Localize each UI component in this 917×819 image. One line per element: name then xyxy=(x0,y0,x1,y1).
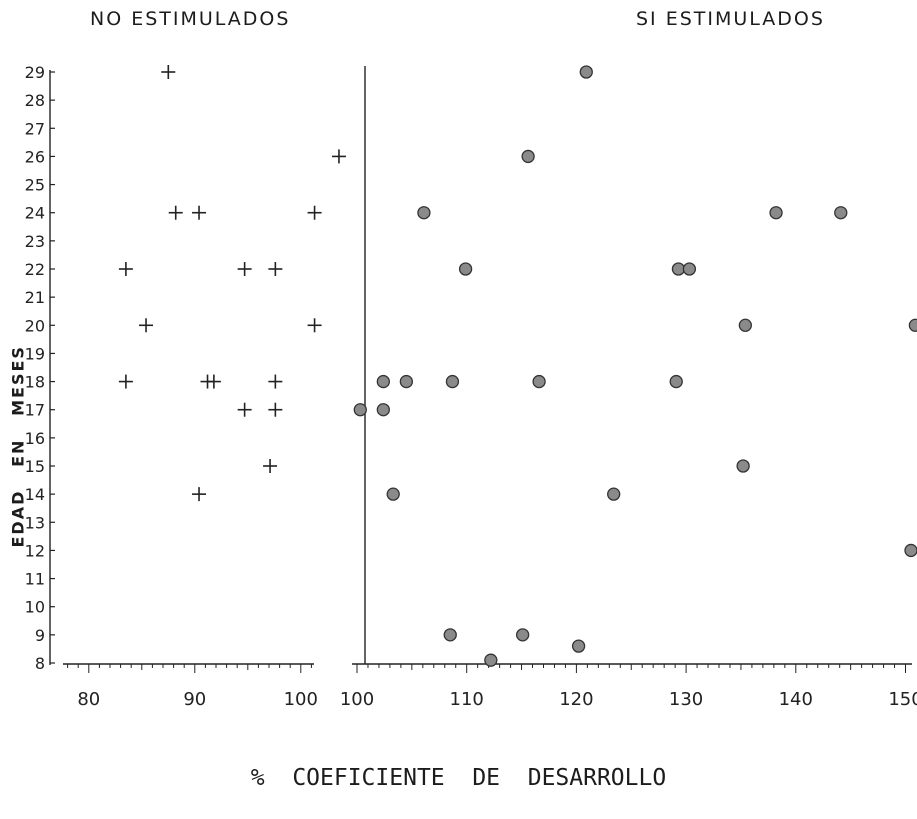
y-tick-label: 23 xyxy=(25,232,45,251)
y-tick-label: 28 xyxy=(25,91,45,110)
x-tick-label-right: 150 xyxy=(888,689,917,710)
x-tick-label-right: 110 xyxy=(450,689,484,710)
data-point-dot xyxy=(376,374,390,389)
data-point-plus xyxy=(206,374,221,389)
y-tick-label: 20 xyxy=(25,316,45,335)
data-point-dot xyxy=(738,318,752,332)
data-point-dot xyxy=(484,653,498,667)
y-tick-label: 9 xyxy=(35,626,45,645)
data-point-plus xyxy=(192,205,207,220)
data-point-plus xyxy=(139,318,154,333)
y-tick-label: 17 xyxy=(25,401,45,420)
data-point-dot xyxy=(376,403,390,417)
data-point-plus xyxy=(118,262,133,276)
y-tick-label: 15 xyxy=(25,457,45,476)
y-tick-label: 16 xyxy=(25,429,45,448)
x-tick-label-right: 120 xyxy=(559,689,593,710)
data-point-plus xyxy=(237,262,252,276)
data-point-dot xyxy=(532,374,546,389)
title-si-estimulados: SI ESTIMULADOS xyxy=(636,8,825,30)
y-tick-label: 8 xyxy=(35,654,45,673)
x-tick-label-right: 100 xyxy=(340,689,374,710)
data-point-dot xyxy=(386,487,400,501)
data-point-plus xyxy=(237,402,252,417)
data-point-dot xyxy=(579,65,593,79)
data-point-dot xyxy=(445,374,460,389)
y-tick-label: 14 xyxy=(25,485,45,504)
y-tick-label: 22 xyxy=(25,260,45,279)
data-point-dot xyxy=(458,262,473,276)
data-point-dot xyxy=(399,374,414,389)
data-point-dot xyxy=(607,487,621,501)
data-point-plus xyxy=(168,205,183,220)
data-point-dot xyxy=(904,543,917,558)
data-point-dot xyxy=(682,262,697,276)
x-axis-label: % COEFICIENTE DE DESARROLLO xyxy=(250,765,667,791)
data-point-plus xyxy=(118,374,133,389)
data-point-dot xyxy=(353,403,367,417)
data-point-dot xyxy=(669,374,683,389)
data-point-dot xyxy=(834,206,848,220)
y-tick-label: 10 xyxy=(25,598,45,617)
y-tick-label: 27 xyxy=(25,119,45,138)
y-tick-label: 11 xyxy=(25,570,45,589)
x-tick-label-left: 100 xyxy=(284,689,318,710)
x-axis-right: 100 110 120 130 140 150 xyxy=(340,663,917,710)
data-point-plus xyxy=(268,374,283,389)
data-point-dot xyxy=(571,639,586,653)
data-point-dot xyxy=(769,206,783,220)
y-tick-label: 18 xyxy=(25,373,45,392)
data-point-plus xyxy=(161,65,176,79)
data-point-plus xyxy=(268,262,283,276)
data-point-dot xyxy=(908,318,917,332)
series-no-estimulados xyxy=(118,65,346,502)
y-tick-label: 24 xyxy=(25,204,45,223)
x-tick-label-right: 130 xyxy=(669,689,703,710)
x-tick-label-right: 140 xyxy=(779,689,813,710)
data-point-plus xyxy=(268,402,283,417)
data-point-dot xyxy=(671,262,686,276)
data-point-dot xyxy=(736,459,750,473)
y-tick-label: 12 xyxy=(25,541,45,560)
x-tick-label-left: 80 xyxy=(77,689,100,710)
data-point-dot xyxy=(417,206,431,220)
data-point-dot xyxy=(515,628,530,642)
data-point-plus xyxy=(331,149,346,164)
series-si-estimulados xyxy=(353,65,917,667)
y-tick-label: 29 xyxy=(25,63,45,82)
x-tick-label-left: 90 xyxy=(183,689,206,710)
data-point-dot xyxy=(521,149,535,164)
y-tick-label: 21 xyxy=(25,288,45,307)
y-tick-label: 25 xyxy=(25,176,45,195)
y-tick-label: 26 xyxy=(25,147,45,166)
x-axis-left: 80 90 100 xyxy=(63,663,318,710)
y-axis: 8 9 10 11 12 13 14 15 16 17 18 19 20 21 22 23 24 25 26 27 28… xyxy=(25,63,55,673)
data-point-plus xyxy=(192,487,207,502)
title-no-estimulados: NO ESTIMULADOS xyxy=(90,8,291,30)
data-point-plus xyxy=(307,205,322,220)
data-point-dot xyxy=(443,628,457,642)
data-point-plus xyxy=(263,459,278,473)
data-point-plus xyxy=(307,318,322,333)
y-tick-label: 13 xyxy=(25,513,45,532)
y-tick-label: 19 xyxy=(25,344,45,363)
